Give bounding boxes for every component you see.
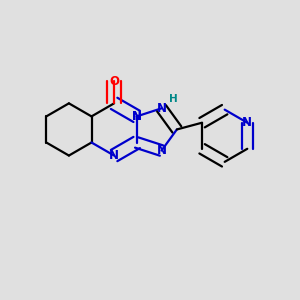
Text: N: N xyxy=(157,144,166,157)
Text: O: O xyxy=(109,75,119,88)
Text: H: H xyxy=(169,94,178,104)
Text: N: N xyxy=(132,110,142,123)
Text: N: N xyxy=(157,102,166,115)
Text: N: N xyxy=(132,110,142,123)
Text: N: N xyxy=(242,116,252,129)
Text: N: N xyxy=(109,149,119,162)
